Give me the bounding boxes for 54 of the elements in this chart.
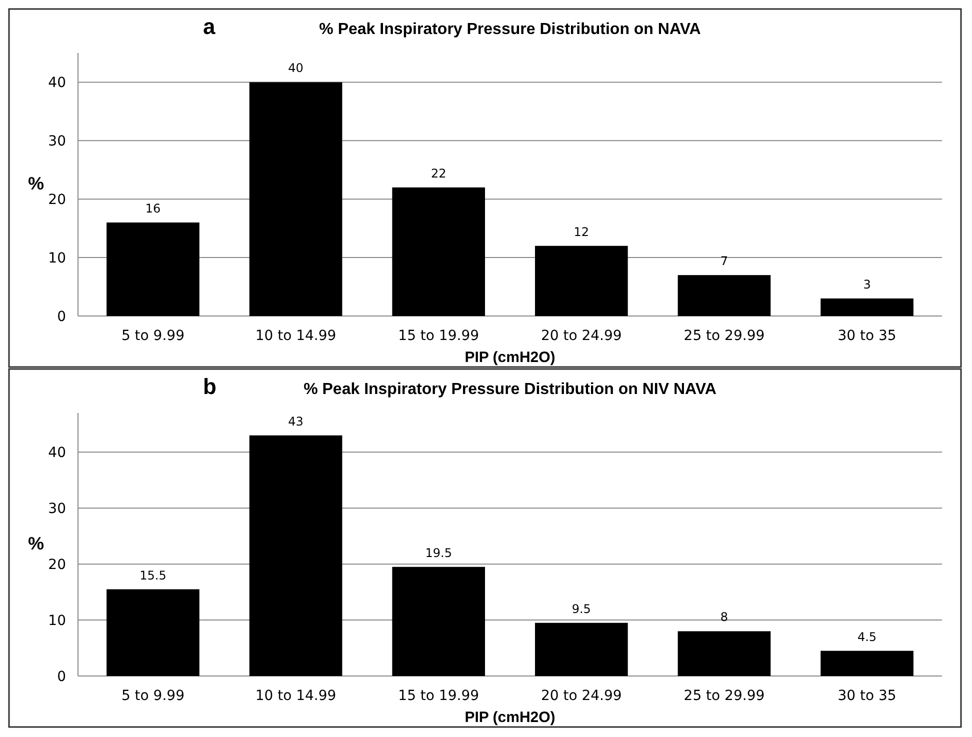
data-label: 43: [288, 414, 304, 428]
chart-title: % Peak Inspiratory Pressure Distribution on NIV NAVA: [304, 381, 717, 398]
x-tick-label: 30 to 35: [838, 328, 896, 344]
data-label: 16: [145, 201, 161, 216]
bar: [820, 298, 914, 316]
x-tick-label: 5 to 9.99: [121, 328, 184, 344]
y-tick-label: 40: [48, 75, 66, 92]
x-axis-title: PIP (cmH2O): [464, 349, 556, 366]
data-label: 19.5: [425, 546, 452, 560]
x-tick-label: 25 to 29.99: [684, 328, 765, 344]
text: a: [203, 14, 216, 39]
bar: [534, 622, 628, 676]
y-tick-label: 10: [48, 613, 66, 630]
x-tick-label: 15 to 19.99: [398, 688, 480, 704]
x-tick-label: 5 to 9.99: [121, 688, 184, 704]
data-label: 15.5: [140, 568, 166, 582]
y-tick-label: 20: [48, 192, 66, 208]
data-label: 8: [720, 610, 728, 624]
y-tick-label: 10: [48, 250, 66, 267]
data-label: 4.5: [857, 630, 877, 644]
x-tick-label: 20 to 24.99: [540, 688, 622, 704]
y-tick-label: 40: [48, 445, 66, 462]
y-tick-label: 20: [48, 557, 66, 574]
y-tick-label: 0: [57, 669, 66, 685]
x-tick-label: 15 to 19.99: [398, 328, 480, 344]
bar: [106, 589, 200, 676]
x-tick-label: 30 to 35: [838, 688, 896, 704]
bar: [678, 275, 771, 316]
bar: [820, 650, 914, 676]
bar: [392, 187, 486, 316]
x-tick-label: 10 to 14.99: [255, 688, 336, 704]
data-label: 12: [574, 224, 590, 239]
bar: [249, 435, 342, 676]
bar: [392, 566, 486, 676]
x-tick-label: 20 to 24.99: [540, 328, 622, 344]
bar: [249, 82, 342, 316]
y-tick-label: 30: [48, 134, 66, 150]
bar: [678, 631, 771, 676]
bar: [534, 246, 628, 316]
y-tick-label: 0: [57, 309, 66, 325]
data-label: 7: [720, 254, 728, 268]
data-label: 22: [430, 166, 446, 180]
y-axis-title: %: [28, 534, 44, 554]
y-tick-label: 30: [48, 501, 66, 518]
data-label: 9.5: [572, 602, 591, 616]
bar: [106, 222, 200, 316]
data-label: 40: [288, 61, 304, 76]
x-tick-label: 25 to 29.99: [684, 688, 765, 704]
data-label: 3: [863, 277, 871, 292]
x-tick-label: 10 to 14.99: [255, 328, 336, 344]
x-axis-title: PIP (cmH2O): [464, 709, 556, 726]
chart-title: % Peak Inspiratory Pressure Distribution on NAVA: [319, 21, 702, 38]
text: b: [203, 374, 216, 399]
y-axis-title: %: [28, 174, 44, 194]
